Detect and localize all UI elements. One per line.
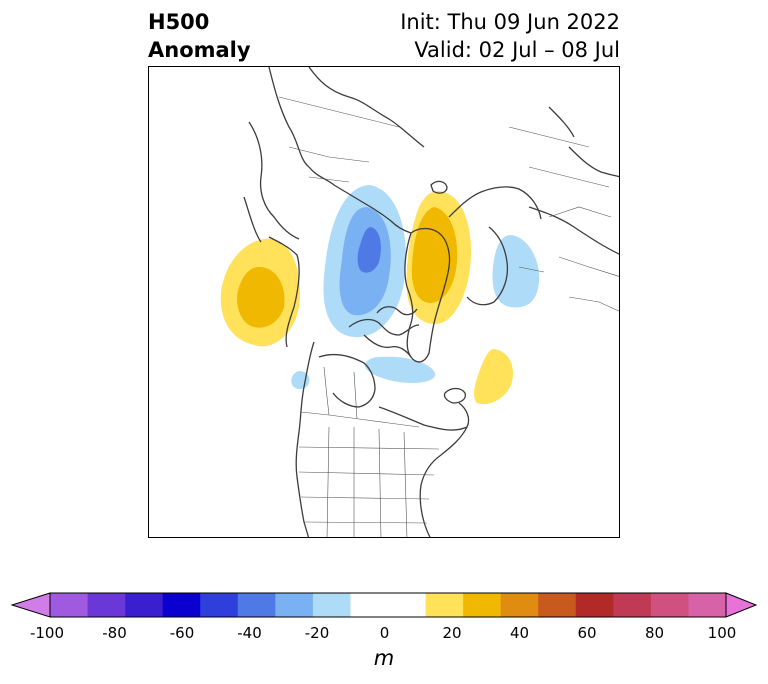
forecast-dates: Init: Thu 09 Jun 2022 Valid: 02 Jul – 08… [400,8,620,64]
valid-date-range: Valid: 02 Jul – 08 Jul [414,38,620,62]
colorbar-segment [500,593,539,617]
colorbar-tick-label: 0 [379,624,390,642]
colorbar-segment [350,593,426,617]
colorbar-segment [613,593,652,617]
colorbar [10,592,758,618]
colorbar-tick-label: 60 [577,624,597,642]
colorbar-segment [50,593,88,617]
anomaly-shading [220,185,540,405]
colorbar-tick-label: 20 [442,624,462,642]
colorbar-segment [162,593,201,617]
init-date: Init: Thu 09 Jun 2022 [400,10,620,34]
colorbar-tick-label: -60 [169,624,195,642]
negative-anomaly-europe [492,235,540,308]
colorbar-segment [688,593,727,617]
colorbar-outline [49,592,727,618]
positive-anomaly-north-atlantic [474,349,514,405]
positive-anomaly-northeast-pacific [220,238,300,347]
colorbar-segment [275,593,314,617]
colorbar-extend-min [10,592,51,618]
negative-anomaly-hudson-bay [364,356,436,383]
title-line-1: H500 [148,10,210,34]
colorbar-tick-label: 100 [707,624,737,642]
colorbar-segment [538,593,577,617]
political-borders [278,96,619,537]
colorbar-tick-label: -20 [304,624,330,642]
colorbar-segment [312,593,351,617]
map-title: H500 Anomaly [148,8,251,64]
colorbar-segment [125,593,163,617]
map-canvas [220,67,619,537]
colorbar-tick-label: 40 [509,624,530,642]
colorbar-segment [575,593,614,617]
colorbar-segment [463,593,501,617]
colorbar-extend-max [725,592,758,618]
colorbar-tick-label: -40 [237,624,262,642]
map-panel [148,66,620,538]
colorbar-tick-label: 80 [644,624,665,642]
colorbar-unit-label: m [373,646,395,670]
colorbar-segment [200,593,239,617]
colorbar-tick-label: -100 [29,624,65,642]
negative-anomaly-siberia-arctic [323,185,406,338]
colorbar-segment [650,593,689,617]
colorbar-tick-label: -80 [102,624,127,642]
colorbar-segments [10,592,758,618]
coastlines [243,67,619,537]
colorbar-segment [237,593,276,617]
colorbar-segment [87,593,126,617]
colorbar-segment [425,593,464,617]
title-line-2: Anomaly [148,38,251,62]
